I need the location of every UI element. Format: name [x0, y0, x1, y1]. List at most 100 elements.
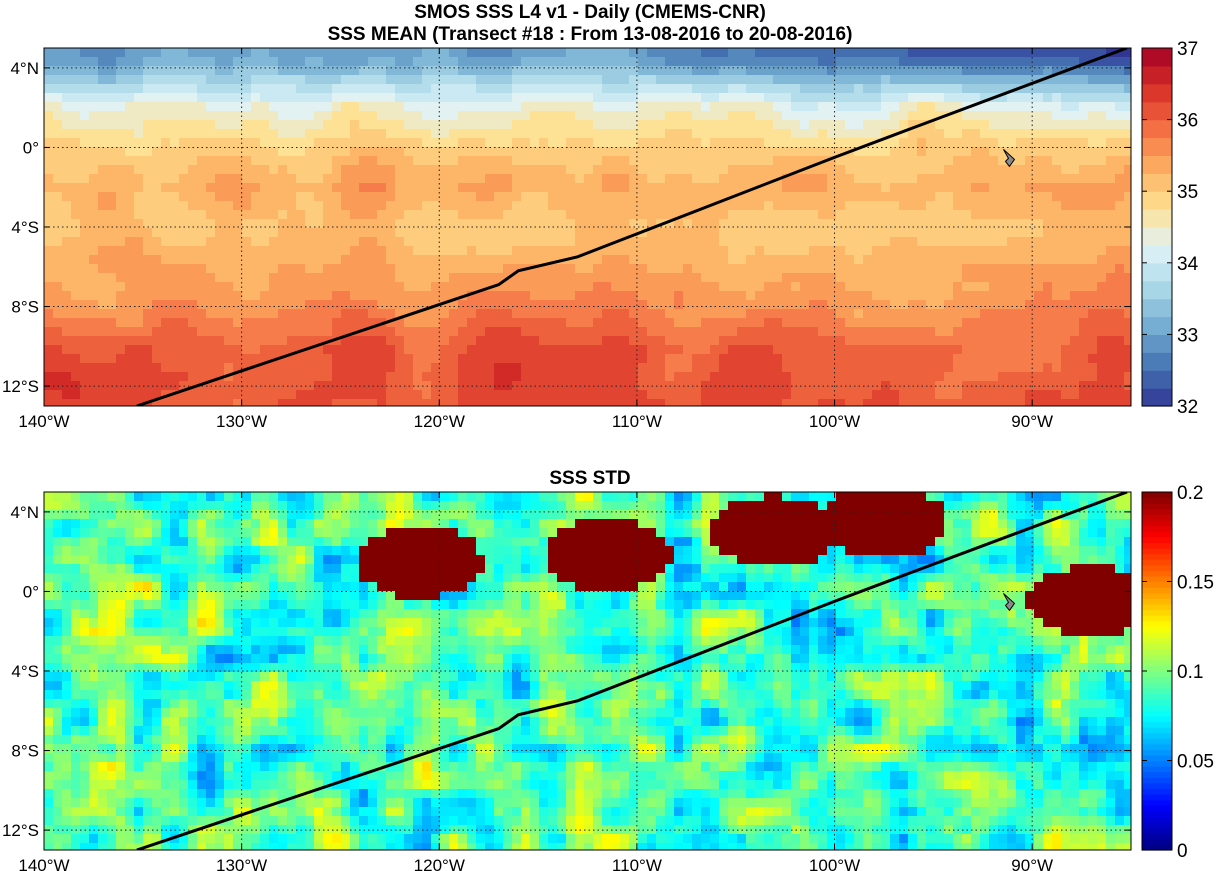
colorbar-segment	[1142, 637, 1172, 644]
y-tick-label: 0°	[23, 138, 39, 157]
colorbar-tick-label: 0.1	[1177, 662, 1203, 683]
x-tick-label: 130°W	[216, 412, 267, 431]
colorbar-segment	[1142, 676, 1172, 683]
colorbar-segment	[1142, 698, 1172, 706]
colorbar-segment	[1142, 805, 1172, 812]
colorbar-segment	[1142, 710, 1172, 717]
colorbar-segment	[1142, 497, 1172, 504]
colorbar-segment	[1142, 788, 1172, 795]
y-tick-label: 8°S	[11, 298, 39, 317]
heatmap-field	[44, 492, 1131, 850]
colorbar-segment	[1142, 648, 1172, 655]
colorbar-segment	[1142, 334, 1172, 353]
colorbar-segment	[1142, 119, 1172, 139]
y-tick-label: 4°S	[11, 662, 39, 681]
colorbar-segment	[1142, 564, 1172, 571]
colorbar-segment	[1142, 173, 1172, 192]
chart-subtitle: SSS MEAN (Transect #18 : From 13-08-2016…	[328, 24, 853, 45]
colorbar-segment	[1142, 654, 1172, 661]
colorbar-tick-label: 37	[1177, 39, 1198, 60]
x-tick-label: 110°W	[612, 856, 662, 871]
colorbar-segment	[1142, 771, 1172, 778]
x-tick-label: 100°W	[809, 856, 860, 871]
colorbar-segment	[1142, 388, 1172, 407]
x-tick-label: 120°W	[414, 856, 465, 871]
island-marker	[1003, 593, 1016, 612]
sss-std-colorbar: 0 0.05 0.1 0.15 0.2	[1141, 483, 1214, 862]
colorbar-segment	[1142, 665, 1172, 672]
colorbar-tick-label: 33	[1177, 325, 1198, 346]
colorbar-segment	[1142, 262, 1172, 282]
colorbar-tick-label: 0	[1177, 841, 1188, 862]
heatmap-field	[44, 48, 1131, 406]
colorbar-segment	[1142, 83, 1172, 103]
colorbar-segment	[1142, 721, 1172, 728]
y-tick-label: 12°S	[2, 377, 39, 396]
colorbar-segment	[1142, 810, 1172, 818]
colorbar-segment	[1142, 514, 1172, 521]
transect-line	[136, 48, 1128, 406]
chart-title: SMOS SSS L4 v1 - Daily (CMEMS-CNR)	[414, 2, 766, 23]
colorbar-segment	[1142, 782, 1172, 790]
x-tick-label: 100°W	[809, 412, 860, 431]
colorbar-segment	[1142, 777, 1172, 784]
x-tick-label: 130°W	[216, 856, 267, 871]
colorbar-segment	[1142, 609, 1172, 616]
colorbar-segment	[1142, 704, 1172, 711]
colorbar-segment	[1142, 626, 1172, 633]
x-tick-label: 120°W	[414, 412, 465, 431]
colorbar-segment	[1142, 137, 1172, 156]
x-tick-label: 140°W	[18, 856, 69, 871]
island-marker	[1003, 149, 1016, 168]
y-tick-label: 4°S	[11, 218, 39, 237]
colorbar-segment	[1142, 833, 1172, 840]
colorbar-segment	[1142, 620, 1172, 627]
colorbar-segment	[1142, 822, 1172, 829]
colorbar-segment	[1142, 191, 1172, 210]
colorbar-segment	[1142, 844, 1172, 851]
colorbar-segment	[1142, 542, 1172, 549]
colorbar-segment	[1142, 553, 1172, 560]
colorbar-segment	[1142, 738, 1172, 745]
colorbar-segment	[1142, 559, 1172, 566]
y-tick-label: 8°S	[11, 742, 39, 761]
std-chart-title: SSS STD	[549, 468, 630, 489]
colorbar-segment	[1142, 754, 1172, 762]
sss-mean-colorbar: 32 33 34 35 36 37	[1141, 39, 1199, 418]
colorbar-segment	[1142, 298, 1172, 318]
x-tick-label: 90°W	[1011, 412, 1053, 431]
sss-mean-panel: 140°W 130°W 120°W 110°W 100°W 90°W 4°N 0° 4°S 8°S…	[2, 47, 1132, 431]
colorbar-segment	[1142, 682, 1172, 689]
colorbar-segment	[1142, 492, 1172, 499]
colorbar-segment	[1142, 659, 1172, 667]
colorbar-segment	[1142, 598, 1172, 605]
colorbar-segment	[1142, 581, 1172, 588]
colorbar-segment	[1142, 794, 1172, 801]
x-tick-label: 110°W	[612, 412, 662, 431]
colorbar-segment	[1142, 503, 1172, 510]
colorbar-segment	[1142, 631, 1172, 639]
y-tick-label: 4°N	[10, 59, 39, 78]
colorbar-segment	[1142, 48, 1172, 67]
colorbar-segment	[1142, 519, 1172, 527]
colorbar-tick-label: 35	[1177, 182, 1198, 203]
colorbar-segment	[1142, 575, 1172, 583]
colorbar-segment	[1142, 508, 1172, 515]
colorbar-segment	[1142, 547, 1172, 555]
y-tick-label: 4°N	[10, 503, 39, 522]
colorbar-segment	[1142, 352, 1172, 371]
colorbar-segment	[1142, 244, 1172, 264]
colorbar-segment	[1142, 101, 1172, 121]
sss-std-panel: 140°W 130°W 120°W 110°W 100°W 90°W 4°N 0° 4°S 8°S…	[2, 491, 1132, 871]
x-tick-label: 140°W	[18, 412, 69, 431]
colorbar-segment	[1142, 766, 1172, 773]
colorbar-segment	[1142, 760, 1172, 767]
colorbar-segment	[1142, 838, 1172, 846]
colorbar-segment	[1142, 536, 1172, 543]
colorbar-segment	[1142, 592, 1172, 599]
colorbar-segment	[1142, 65, 1172, 85]
colorbar-segment	[1142, 687, 1172, 694]
colorbar-segment	[1142, 280, 1172, 300]
colorbar-segment	[1142, 155, 1172, 174]
colorbar-tick-label: 34	[1177, 254, 1199, 275]
